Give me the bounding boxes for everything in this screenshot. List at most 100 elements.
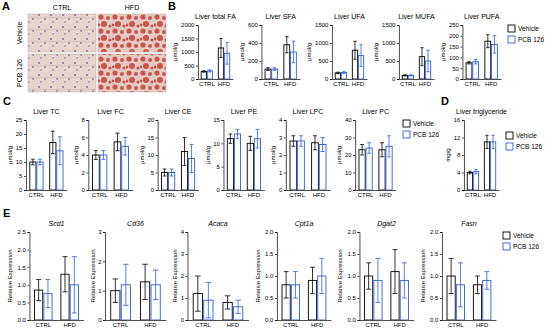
chart: FasnRelative Expression0.00.51.01.52.0CT… xyxy=(420,220,540,328)
error-cap xyxy=(403,74,406,75)
error-cap xyxy=(402,262,407,263)
tick: 0 xyxy=(98,317,105,323)
error-cap xyxy=(248,150,252,151)
error-line xyxy=(237,129,238,138)
tick: 4 xyxy=(181,229,188,235)
legend-label: PCB 126 xyxy=(518,36,544,43)
error-line xyxy=(460,263,461,307)
error-cap xyxy=(113,278,119,279)
tick-label: 15 xyxy=(213,117,220,123)
tick-label: CTRL xyxy=(283,322,299,328)
tick: 2.0 xyxy=(430,229,442,235)
tick-mark xyxy=(103,320,105,321)
error-cap xyxy=(353,41,356,42)
tick-label: 2 xyxy=(279,152,283,158)
tick-mark xyxy=(221,143,223,144)
error-cap xyxy=(94,159,98,160)
tick-label: 6 xyxy=(81,135,85,141)
error-cap xyxy=(313,135,317,136)
tick-mark xyxy=(24,134,26,135)
tick-label: 2 xyxy=(181,273,185,279)
tick: HFD xyxy=(393,322,406,328)
panel-group: BLiver total FAμmol/g0500100015002000CTR… xyxy=(168,0,544,87)
x-axis: CTRLHFD xyxy=(158,191,199,199)
tick-mark xyxy=(221,190,223,191)
error-cap xyxy=(229,143,233,144)
tick: 2 xyxy=(98,259,105,265)
error-line xyxy=(312,267,313,293)
error-line xyxy=(220,39,221,58)
tick: 1.5 xyxy=(18,265,30,271)
error-cap xyxy=(63,291,68,292)
error-bar xyxy=(468,171,471,174)
error-cap xyxy=(208,69,211,70)
error-cap xyxy=(195,311,201,312)
y-axis: 01234 xyxy=(181,229,188,323)
tick: 4 xyxy=(457,170,464,176)
tick: 15 xyxy=(16,145,26,151)
bar xyxy=(92,155,99,190)
panel-letter: A xyxy=(2,0,10,12)
axis-line xyxy=(277,320,331,321)
tick-mark xyxy=(462,173,464,174)
y-axis: 010203040 xyxy=(345,117,356,193)
bar xyxy=(402,75,407,79)
tick-label: 20 xyxy=(345,152,352,158)
axis-title: μmol/g xyxy=(270,146,276,164)
tick-label: 0 xyxy=(181,317,185,323)
axis-title: μmol/g xyxy=(336,146,342,164)
error-cap xyxy=(420,65,423,66)
tick-label: 0 xyxy=(279,187,283,193)
tick-mark xyxy=(284,173,286,174)
x-axis: CTRLHFD xyxy=(30,321,84,329)
tick: 1500 xyxy=(382,22,399,28)
x-axis: CTRLHFD xyxy=(262,80,301,88)
error-cap xyxy=(313,149,317,150)
chart-title: Dgat2 xyxy=(377,220,396,228)
y-axis: 05101520 xyxy=(147,117,158,193)
error-bar xyxy=(484,272,489,290)
error-line xyxy=(321,258,322,293)
error-cap xyxy=(491,148,494,149)
error-bar xyxy=(367,143,371,154)
tick-mark xyxy=(330,25,332,26)
error-cap xyxy=(485,135,488,136)
tick-mark xyxy=(440,276,442,277)
tick: 0 xyxy=(456,76,463,82)
tick: 1.5 xyxy=(265,251,277,257)
error-cap xyxy=(101,150,105,151)
error-cap xyxy=(375,302,380,303)
error-cap xyxy=(353,59,356,60)
error-line xyxy=(369,143,370,154)
error-cap xyxy=(474,169,477,170)
axis-line xyxy=(286,190,330,191)
tick-mark xyxy=(440,320,442,321)
error-cap xyxy=(58,136,62,137)
plot-marks xyxy=(111,264,161,320)
tick-mark xyxy=(259,43,261,44)
tick-label: 3 xyxy=(279,135,283,141)
y-axis: 0.00.51.01.52.0 xyxy=(348,229,360,323)
error-cap xyxy=(475,276,480,277)
error-bar xyxy=(313,136,317,150)
bar xyxy=(312,143,319,190)
error-bar xyxy=(115,133,119,151)
tick-label: 25 xyxy=(16,117,23,123)
error-cap xyxy=(291,135,295,136)
error-bar xyxy=(72,257,77,313)
tick-mark xyxy=(259,79,261,80)
tick-label: 500 xyxy=(318,58,329,64)
error-bar xyxy=(153,270,159,299)
tick-mark xyxy=(27,250,29,251)
error-line xyxy=(125,138,126,156)
chart: DLiver triglyceridemg/g0481216CTRLHFDVeh… xyxy=(441,95,542,198)
tick-label: 0.0 xyxy=(265,317,274,323)
error-cap xyxy=(236,129,240,130)
error-bar xyxy=(31,159,35,165)
tick-mark xyxy=(460,25,462,26)
tick-mark xyxy=(330,79,332,80)
error-cap xyxy=(310,267,315,268)
error-line xyxy=(250,136,251,150)
bar xyxy=(341,73,346,79)
error-cap xyxy=(380,142,384,143)
